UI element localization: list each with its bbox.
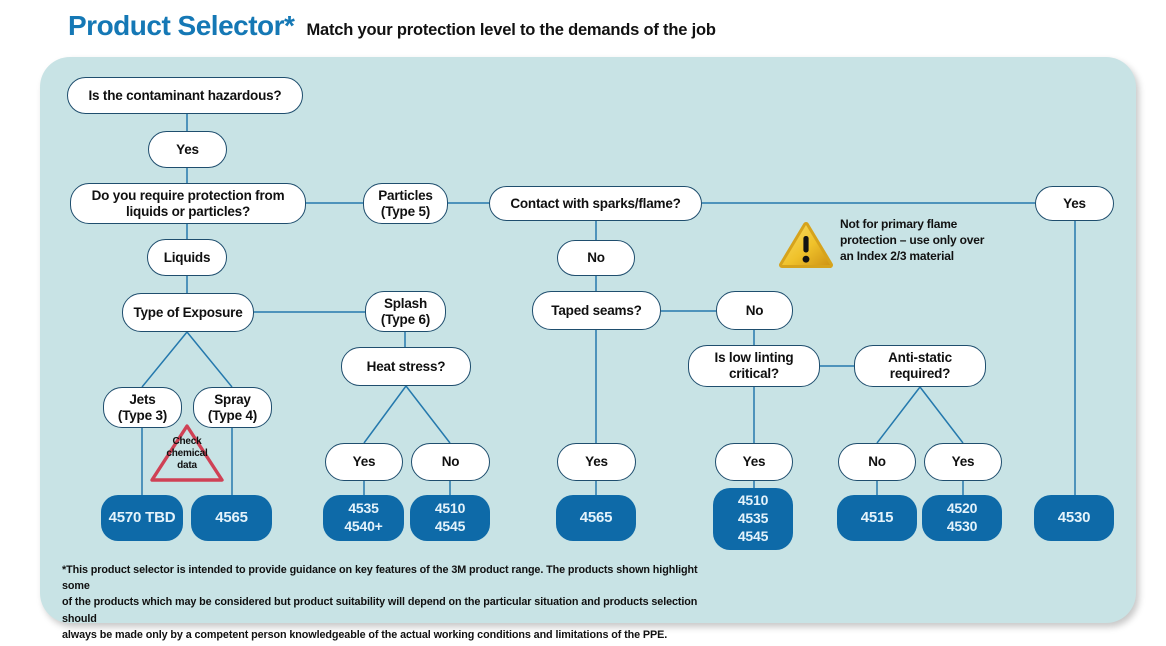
node-low-linting: Is low linting critical? bbox=[688, 345, 820, 387]
result-4570-tbd: 4570 TBD bbox=[101, 495, 183, 541]
footnote: *This product selector is intended to pr… bbox=[62, 564, 698, 641]
node-no-sparks: No bbox=[557, 240, 635, 276]
node-yes-flame: Yes bbox=[1035, 186, 1114, 221]
node-yes-antistatic: Yes bbox=[924, 443, 1002, 481]
node-liquids: Liquids bbox=[147, 239, 227, 276]
node-yes-taped: Yes bbox=[557, 443, 636, 481]
node-no-taped: No bbox=[716, 291, 793, 330]
result-4565-spray: 4565 bbox=[191, 495, 272, 541]
page-subtitle: Match your protection level to the deman… bbox=[306, 21, 716, 39]
check-chemical-triangle-icon bbox=[150, 424, 224, 482]
node-particles-type5: Particles (Type 5) bbox=[363, 183, 448, 224]
node-contaminant-hazardous: Is the contaminant hazardous? bbox=[67, 77, 303, 114]
result-4520-4530: 4520 4530 bbox=[922, 495, 1002, 541]
node-taped-seams: Taped seams? bbox=[532, 291, 661, 330]
node-liquids-or-particles: Do you require protection from liquids o… bbox=[70, 183, 306, 224]
node-yes-heat: Yes bbox=[325, 443, 403, 481]
warning-icon bbox=[779, 222, 833, 268]
node-contact-sparks-flame: Contact with sparks/flame? bbox=[489, 186, 702, 221]
node-yes-linting: Yes bbox=[715, 443, 793, 481]
node-type-of-exposure: Type of Exposure bbox=[122, 293, 254, 332]
node-no-heat: No bbox=[411, 443, 490, 481]
check-chemical-label: Check chemical data bbox=[166, 436, 208, 471]
node-no-antistatic: No bbox=[838, 443, 916, 481]
result-4510-4545: 4510 4545 bbox=[410, 495, 490, 541]
node-heat-stress: Heat stress? bbox=[341, 347, 471, 386]
result-4515: 4515 bbox=[837, 495, 917, 541]
node-anti-static: Anti-static required? bbox=[854, 345, 986, 387]
node-jets-type3: Jets (Type 3) bbox=[103, 387, 182, 428]
result-4530: 4530 bbox=[1034, 495, 1114, 541]
result-4510-4535-4545: 4510 4535 4545 bbox=[713, 488, 793, 550]
result-4535-4540: 4535 4540+ bbox=[323, 495, 404, 541]
node-spray-type4: Spray (Type 4) bbox=[193, 387, 272, 428]
page-title: Product Selector* bbox=[68, 10, 295, 41]
node-splash-type6: Splash (Type 6) bbox=[365, 291, 446, 332]
node-yes-hazardous: Yes bbox=[148, 131, 227, 168]
warning-note: Not for primary flame protection – use o… bbox=[840, 217, 985, 263]
header: Product Selector* Match your protection … bbox=[68, 10, 716, 42]
result-4565-taped: 4565 bbox=[556, 495, 636, 541]
